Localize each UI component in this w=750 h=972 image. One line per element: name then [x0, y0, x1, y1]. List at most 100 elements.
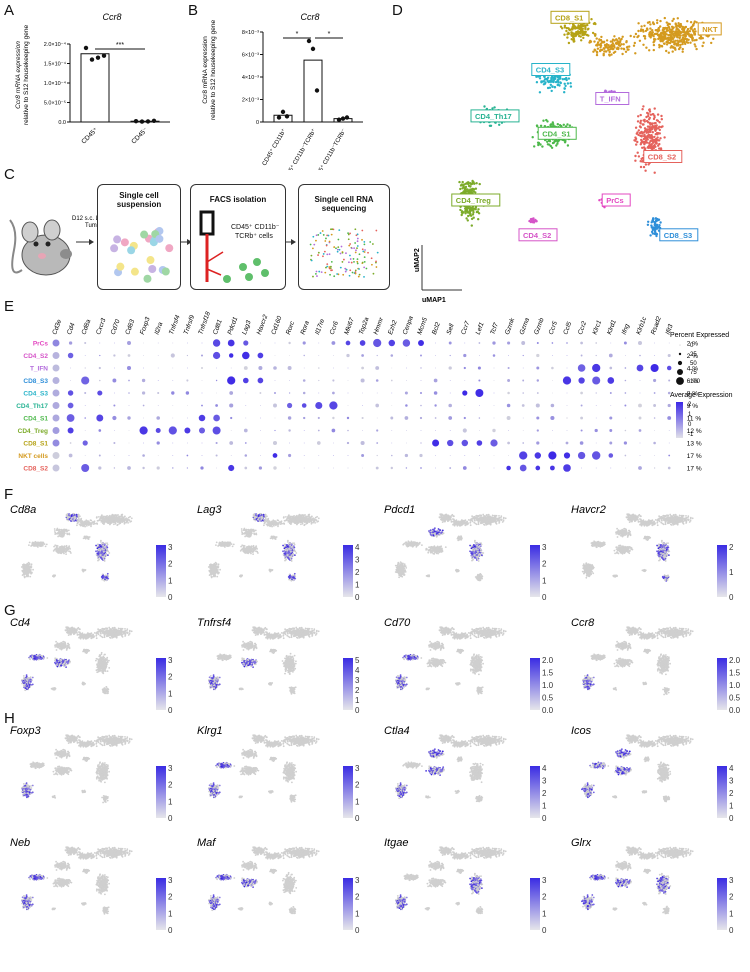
legend-pct-value: 50: [690, 361, 697, 367]
colorbar: [343, 658, 353, 710]
row-label: CD4_S3: [23, 391, 48, 398]
dot: [200, 354, 204, 357]
mouse-label-1: D12 s.c. LLC-OVA: [72, 216, 121, 222]
dot: [143, 417, 145, 419]
dot: [288, 392, 291, 394]
a-ytick: 1.0×10⁻⁴: [44, 80, 67, 87]
dot: [187, 367, 188, 369]
dot: [332, 391, 335, 395]
dot: [638, 416, 642, 420]
b-point: [280, 109, 286, 115]
dot: [52, 427, 60, 434]
colorbar-tick: 2: [355, 568, 360, 577]
dot: [406, 380, 407, 381]
legend-pct-value: 100: [690, 379, 701, 385]
facs-illustration: [199, 210, 269, 283]
feature-plot-ctla4: Ctla4 4 3 2 1 0: [384, 725, 547, 823]
dot: [667, 353, 671, 358]
dot: [592, 363, 601, 373]
dot: [595, 417, 597, 419]
dot: [229, 403, 234, 408]
dot: [143, 355, 145, 356]
dot: [463, 353, 467, 358]
dot: [52, 464, 60, 472]
dot: [318, 455, 320, 456]
dot: [127, 466, 131, 470]
dot: [274, 380, 276, 381]
feature-gene-title: Cd8a: [10, 504, 36, 516]
dot: [157, 342, 159, 344]
dot: [287, 366, 292, 370]
dot: [581, 467, 582, 469]
dot: [67, 352, 74, 359]
dot: [653, 392, 656, 394]
cluster-label: CD8_S1: [555, 13, 583, 22]
cell-icon: [143, 274, 152, 283]
dot: [376, 442, 379, 444]
box-facs-isolation: FACS isolation CD45⁺ CD11b⁻ TCRb⁺ cells: [190, 184, 286, 290]
dot: [113, 404, 116, 407]
dot: [289, 355, 290, 356]
row-pct: 4 %: [687, 366, 698, 373]
legend-avg-title: Average Expression: [670, 392, 733, 399]
dot: [464, 455, 466, 456]
a-ytick: 0.0: [58, 120, 66, 126]
panel-b-ylabel2: relative to S12 housekeeping gene: [210, 20, 217, 120]
dot: [347, 380, 349, 381]
dot: [98, 429, 102, 432]
gene-label: Sell: [446, 323, 456, 336]
dot: [332, 416, 335, 420]
dot: [347, 467, 349, 469]
dot: [127, 341, 131, 345]
feature-gene-title: Ccr8: [571, 617, 595, 629]
cluster-label-box: [643, 150, 683, 163]
dot: [668, 379, 671, 382]
dot: [449, 455, 451, 456]
dot: [114, 392, 115, 394]
feature-plot-ccr8: Ccr8 2.0 1.5 1.0 0.5 0.0: [571, 617, 741, 715]
dot: [565, 441, 569, 445]
colorbar-tick: 0: [168, 926, 173, 935]
dot: [580, 416, 584, 420]
dot: [624, 454, 627, 457]
dot: [289, 467, 290, 469]
dot: [187, 405, 188, 406]
dot: [84, 405, 86, 406]
dot: [245, 392, 247, 394]
colorbar-tick: 2: [355, 781, 360, 790]
panel-e-letter: E: [4, 298, 14, 315]
dot: [448, 341, 452, 345]
colorbar-tick: 4: [355, 666, 360, 675]
dot: [362, 430, 363, 431]
colorbar-tick: 0.0: [729, 706, 741, 715]
dot: [522, 367, 524, 369]
dot: [650, 363, 659, 373]
colorbar: [530, 658, 540, 710]
row-pct: 13 %: [687, 441, 702, 448]
colorbar-tick: 3: [168, 543, 173, 552]
dot: [519, 464, 527, 472]
dot: [227, 376, 236, 385]
dot: [260, 442, 261, 444]
dot: [522, 392, 524, 394]
dot: [81, 376, 90, 385]
dot: [198, 414, 206, 422]
dot: [637, 340, 643, 346]
dot: [84, 367, 86, 369]
dot: [172, 380, 174, 381]
panel-c-diagram: D12 s.c. LLC-OVA Tumor: [9, 216, 296, 276]
colorbar-tick: 3: [355, 876, 360, 885]
dot: [113, 467, 116, 469]
dot: [462, 390, 468, 396]
dot: [228, 353, 234, 358]
dot: [52, 377, 60, 384]
legend-pct-value: 75: [690, 370, 697, 376]
dot: [536, 441, 540, 445]
gene-label: Rsad2: [650, 315, 663, 335]
dot: [143, 342, 145, 344]
dot: [273, 466, 277, 470]
dot: [84, 391, 87, 395]
umap-yaxis-label: uMAP2: [414, 248, 421, 272]
dot: [609, 392, 612, 394]
a-ytick: 5.0×10⁻⁵: [44, 100, 66, 107]
